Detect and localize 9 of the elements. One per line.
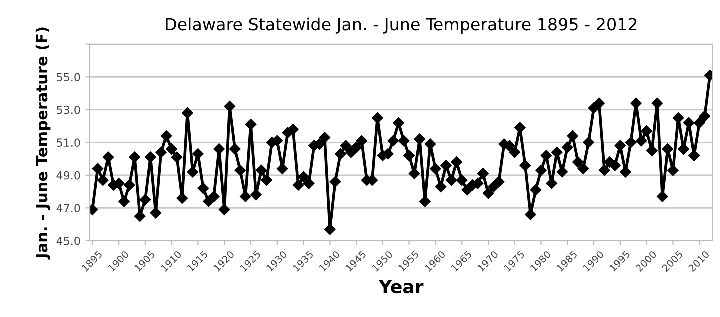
- y-tick-label: 45.0: [56, 236, 80, 246]
- y-axis-title: Jan. - June Temperature (F): [36, 28, 51, 260]
- y-tick-label: 47.0: [56, 204, 80, 213]
- y-tick-label: 49.0: [56, 171, 80, 180]
- y-tick-label: 53.0: [57, 106, 80, 114]
- y-tick-label: 51.0: [57, 138, 80, 148]
- y-tick-label: 55.0: [57, 73, 80, 82]
- x-axis-title: Year: [378, 280, 424, 294]
- chart-title: Delaware Statewide Jan. - June Temperature 1895 - 2012: [166, 18, 637, 34]
